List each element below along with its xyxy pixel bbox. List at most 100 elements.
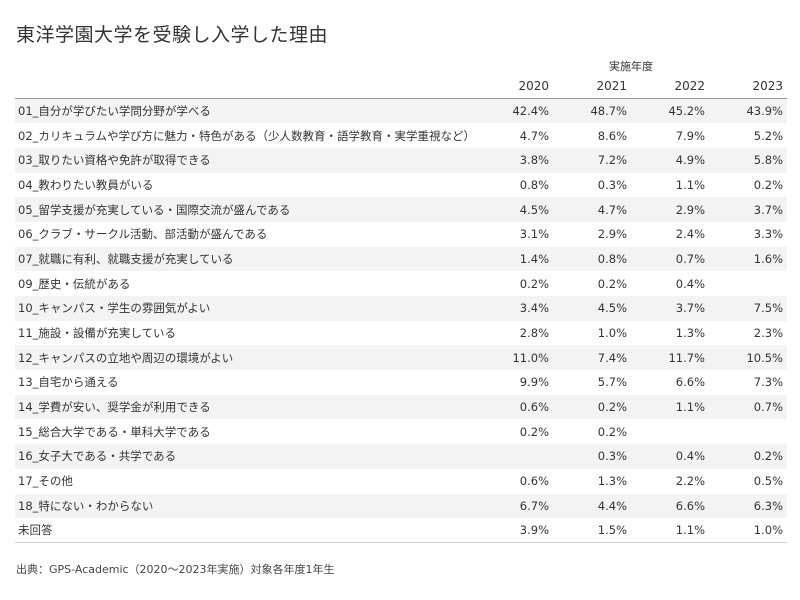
- cell-value-2023: 1.6%: [753, 251, 783, 266]
- row-label: 07_就職に有利、就職支援が充実している: [18, 251, 234, 266]
- cell-value-2020: 4.5%: [519, 202, 549, 217]
- cell-value-2021: 0.2%: [597, 424, 627, 439]
- table-row: 17_その他 0.6% 1.3% 2.2% 0.5%: [15, 469, 787, 494]
- cell-value-2020: 3.9%: [475, 518, 553, 544]
- row-label: 10_キャンパス・学生の雰囲気がよい: [18, 301, 211, 316]
- row-label: 16_女子大である・共学である: [18, 449, 177, 464]
- cell-value-2021: 0.3%: [597, 449, 627, 464]
- cell-value-2021: 48.7%: [590, 104, 627, 119]
- table-row: 14_学費が安い、奨学金が利用できる 0.6% 0.2% 1.1% 0.7%: [15, 394, 787, 420]
- column-group-label: 実施年度: [609, 60, 653, 73]
- table-row: 15_総合大学である・単科大学である 0.2% 0.2%: [15, 419, 787, 444]
- year-header-2021: 2021: [553, 74, 631, 99]
- cell-value-2022: 2.4%: [675, 227, 705, 242]
- cell-value-2020: 3.1%: [519, 227, 549, 242]
- cell-value-2022: 7.9%: [675, 128, 705, 143]
- cell-value-2020: 3.8%: [519, 153, 549, 168]
- cell-value-2021: 7.2%: [597, 153, 627, 168]
- cell-value-2020: 0.6%: [519, 474, 549, 489]
- row-label: 17_その他: [18, 474, 73, 489]
- cell-value-2022: 1.1%: [675, 400, 705, 415]
- cell-value-2021: 7.4%: [597, 350, 627, 365]
- cell-value-2023: 3.7%: [753, 202, 783, 217]
- cell-value-2023: 7.3%: [753, 375, 783, 390]
- cell-value-2021: 0.2%: [597, 400, 627, 415]
- row-label: 12_キャンパスの立地や周辺の環境がよい: [18, 350, 234, 365]
- row-label: 03_取りたい資格や免許が取得できる: [18, 153, 211, 168]
- cell-value-2022: 1.3%: [675, 326, 705, 341]
- cell-value-2020: [475, 444, 553, 469]
- cell-value-2022: 0.4%: [675, 449, 705, 464]
- cell-value-2020: 6.7%: [519, 498, 549, 513]
- cell-value-2023: 7.5%: [753, 301, 783, 316]
- year-header-2020: 2020: [475, 74, 553, 99]
- cell-value-2020: 1.4%: [519, 251, 549, 266]
- cell-value-2022: 6.6%: [675, 375, 705, 390]
- row-label: 05_留学支援が充実している・国際交流が盛んである: [18, 202, 291, 217]
- cell-value-2021: 4.7%: [597, 202, 627, 217]
- cell-value-2020: 0.2%: [519, 424, 549, 439]
- row-label: 13_自宅から通える: [18, 375, 119, 390]
- cell-value-2021: 1.3%: [597, 474, 627, 489]
- table-row: 18_特にない・わからない 6.7% 4.4% 6.6% 6.3%: [15, 493, 787, 519]
- row-label: 18_特にない・わからない: [18, 498, 154, 513]
- cell-value-2023: 1.0%: [709, 518, 787, 544]
- cell-value-2022: 2.9%: [675, 202, 705, 217]
- column-group-header-row: 実施年度: [15, 56, 787, 74]
- year-header-2022: 2022: [631, 74, 709, 99]
- cell-value-2021: 1.0%: [597, 326, 627, 341]
- cell-value-2023: 10.5%: [746, 350, 783, 365]
- table-row: 09_歴史・伝統がある 0.2% 0.2% 0.4%: [15, 271, 787, 296]
- table-row: 03_取りたい資格や免許が取得できる 3.8% 7.2% 4.9% 5.8%: [15, 147, 787, 173]
- cell-value-2023: 5.8%: [753, 153, 783, 168]
- year-header-row: 2020 2021 2022 2023: [15, 74, 787, 99]
- table-row: 05_留学支援が充実している・国際交流が盛んである 4.5% 4.7% 2.9% 3.7…: [15, 197, 787, 222]
- row-label: 02_カリキュラムや学び方に魅力・特色がある（少人数教育・語学教育・実学重視など…: [18, 128, 475, 143]
- cell-value-2021: 0.8%: [597, 251, 627, 266]
- cell-value-2020: 0.2%: [519, 276, 549, 291]
- cell-value-2023: 6.3%: [753, 498, 783, 513]
- cell-value-2021: 8.6%: [597, 128, 627, 143]
- cell-value-2022: [631, 419, 709, 444]
- cell-value-2020: 0.8%: [519, 177, 549, 192]
- data-table: 実施年度 2020 2021 2022 2023 01_自分が学びたい学問分野が学べる…: [15, 56, 787, 544]
- cell-value-2023: 2.3%: [753, 326, 783, 341]
- cell-value-2023: 3.3%: [753, 227, 783, 242]
- row-label: 06_クラブ・サークル活動、部活動が盛んである: [18, 227, 268, 242]
- cell-value-2023: 0.5%: [753, 474, 783, 489]
- cell-value-2023: 5.2%: [753, 128, 783, 143]
- row-label: 15_総合大学である・単科大学である: [18, 424, 211, 439]
- cell-value-2022: 2.2%: [675, 474, 705, 489]
- label-column-header: [15, 74, 475, 99]
- cell-value-2022: 11.7%: [668, 350, 705, 365]
- cell-value-2021: 4.5%: [597, 301, 627, 316]
- table-body: 01_自分が学びたい学問分野が学べる 42.4% 48.7% 45.2% 43.9% 02…: [15, 98, 787, 544]
- cell-value-2020: 0.6%: [519, 400, 549, 415]
- cell-value-2020: 4.7%: [519, 128, 549, 143]
- table-row: 01_自分が学びたい学問分野が学べる 42.4% 48.7% 45.2% 43.9%: [15, 98, 787, 124]
- cell-value-2023: [709, 271, 787, 296]
- row-label: 01_自分が学びたい学問分野が学べる: [18, 104, 211, 119]
- cell-value-2022: 0.4%: [675, 276, 705, 291]
- cell-value-2020: 9.9%: [519, 375, 549, 390]
- cell-value-2020: 2.8%: [519, 326, 549, 341]
- row-label: 未回答: [15, 518, 475, 544]
- row-label: 11_施設・設備が充実している: [18, 326, 177, 341]
- cell-value-2022: 3.7%: [675, 301, 705, 316]
- table-row: 06_クラブ・サークル活動、部活動が盛んである 3.1% 2.9% 2.4% 3.3%: [15, 222, 787, 247]
- cell-value-2023: 0.2%: [753, 449, 783, 464]
- table-row: 12_キャンパスの立地や周辺の環境がよい 11.0% 7.4% 11.7% 10.5%: [15, 345, 787, 371]
- cell-value-2021: 2.9%: [597, 227, 627, 242]
- cell-value-2021: 0.3%: [597, 177, 627, 192]
- cell-value-2022: 1.1%: [631, 518, 709, 544]
- cell-value-2023: 0.2%: [753, 177, 783, 192]
- cell-value-2022: 45.2%: [668, 104, 705, 119]
- cell-value-2022: 4.9%: [675, 153, 705, 168]
- table-row: 11_施設・設備が充実している 2.8% 1.0% 1.3% 2.3%: [15, 321, 787, 346]
- data-table-container: 実施年度 2020 2021 2022 2023 01_自分が学びたい学問分野が学べる…: [15, 56, 787, 544]
- table-row: 02_カリキュラムや学び方に魅力・特色がある（少人数教育・語学教育・実学重視など…: [15, 123, 787, 148]
- cell-value-2023: 0.7%: [753, 400, 783, 415]
- row-label: 04_教わりたい教員がいる: [18, 177, 154, 192]
- table-row: 13_自宅から通える 9.9% 5.7% 6.6% 7.3%: [15, 370, 787, 395]
- source-note: 出典：GPS-Academic（2020〜2023年実施）対象各年度1年生: [16, 563, 335, 576]
